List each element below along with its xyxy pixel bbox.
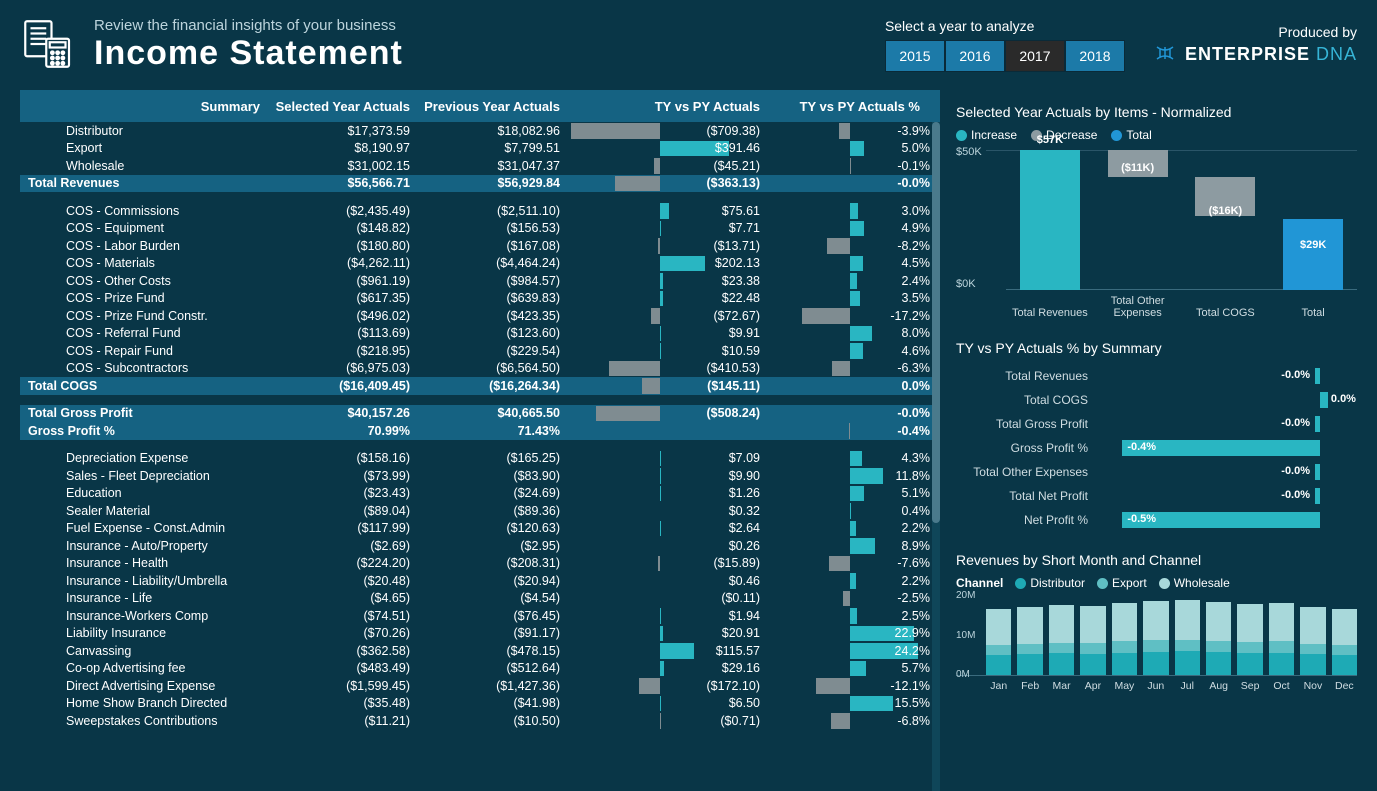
- table-row[interactable]: COS - Other Costs($961.19)($984.57)$23.3…: [20, 272, 940, 290]
- stacked-bar[interactable]: [1269, 603, 1294, 675]
- stacked-bar[interactable]: [1017, 607, 1042, 675]
- table-row[interactable]: Insurance - Auto/Property($2.69)($2.95)$…: [20, 537, 940, 555]
- stacked-bar[interactable]: [1175, 600, 1200, 675]
- col-header-sya[interactable]: Selected Year Actuals: [270, 99, 420, 114]
- subtitle: Review the financial insights of your bu…: [94, 17, 403, 34]
- table-row[interactable]: COS - Subcontractors($6,975.03)($6,564.5…: [20, 360, 940, 378]
- hbar-row[interactable]: Total Gross Profit-0.0%: [956, 412, 1357, 436]
- report-icon: [20, 16, 76, 75]
- table-row[interactable]: COS - Repair Fund($218.95)($229.54)$10.5…: [20, 342, 940, 360]
- stacked-bar[interactable]: [986, 609, 1011, 675]
- table-header-row: Summary Selected Year Actuals Previous Y…: [20, 90, 940, 122]
- header: Review the financial insights of your bu…: [0, 0, 1377, 90]
- table-row[interactable]: COS - Referral Fund($113.69)($123.60)$9.…: [20, 325, 940, 343]
- stacked-bar[interactable]: [1080, 606, 1105, 675]
- brand-logo: ENTERPRISE DNA: [1155, 44, 1357, 66]
- year-button-2016[interactable]: 2016: [945, 40, 1005, 72]
- hbar-row[interactable]: Total Other Expenses-0.0%: [956, 460, 1357, 484]
- table-row[interactable]: Wholesale$31,002.15$31,047.37($45.21)-0.…: [20, 157, 940, 175]
- table-row[interactable]: Distributor$17,373.59$18,082.96($709.38)…: [20, 122, 940, 140]
- hbar-title: TY vs PY Actuals % by Summary: [956, 340, 1357, 356]
- table-row[interactable]: Co-op Advertising fee($483.49)($512.64)$…: [20, 660, 940, 678]
- hbar-chart[interactable]: TY vs PY Actuals % by Summary Total Reve…: [956, 340, 1357, 532]
- waterfall-title: Selected Year Actuals by Items - Normali…: [956, 104, 1357, 120]
- table-row[interactable]: Sales - Fleet Depreciation($73.99)($83.9…: [20, 467, 940, 485]
- year-button-2017[interactable]: 2017: [1005, 40, 1065, 72]
- year-picker: Select a year to analyze 201520162017201…: [885, 18, 1125, 72]
- table-row[interactable]: Liability Insurance($70.26)($91.17)$20.9…: [20, 625, 940, 643]
- hbar-row[interactable]: Total COGS0.0%: [956, 388, 1357, 412]
- waterfall-bar[interactable]: $29KTotal: [1269, 150, 1357, 289]
- table-row[interactable]: Canvassing($362.58)($478.15)$115.5724.2%: [20, 642, 940, 660]
- waterfall-bar[interactable]: $57KTotal Revenues: [1006, 150, 1094, 289]
- stacked-legend: Channel Distributor Export Wholesale: [956, 576, 1357, 590]
- table-row[interactable]: Sweepstakes Contributions($11.21)($10.50…: [20, 712, 940, 730]
- stacked-bar[interactable]: [1237, 604, 1262, 675]
- stacked-bar[interactable]: [1143, 601, 1168, 675]
- scrollbar[interactable]: [932, 122, 940, 791]
- table-row[interactable]: Insurance-Workers Comp($74.51)($76.45)$1…: [20, 607, 940, 625]
- table-row[interactable]: COS - Labor Burden($180.80)($167.08)($13…: [20, 237, 940, 255]
- wf-tick: $50K: [956, 146, 982, 158]
- table-row[interactable]: Gross Profit %70.99%71.43%-0.4%: [20, 422, 940, 440]
- page-title: Income Statement: [94, 34, 403, 73]
- hbar-row[interactable]: Total Net Profit-0.0%: [956, 484, 1357, 508]
- waterfall-chart[interactable]: Selected Year Actuals by Items - Normali…: [956, 104, 1357, 320]
- hbar-row[interactable]: Total Revenues-0.0%: [956, 364, 1357, 388]
- year-button-2015[interactable]: 2015: [885, 40, 945, 72]
- dna-icon: [1155, 45, 1175, 66]
- col-header-summary[interactable]: Summary: [20, 99, 270, 114]
- wf-tick: $0K: [956, 278, 976, 290]
- col-header-pct[interactable]: TY vs PY Actuals %: [770, 99, 940, 114]
- hbar-row[interactable]: Gross Profit %-0.4%: [956, 436, 1357, 460]
- col-header-pya[interactable]: Previous Year Actuals: [420, 99, 570, 114]
- table-row[interactable]: Insurance - Health($224.20)($208.31)($15…: [20, 555, 940, 573]
- year-picker-label: Select a year to analyze: [885, 18, 1125, 34]
- stacked-chart[interactable]: Revenues by Short Month and Channel Chan…: [956, 552, 1357, 692]
- table-row[interactable]: COS - Materials($4,262.11)($4,464.24)$20…: [20, 255, 940, 273]
- stacked-bar[interactable]: [1332, 609, 1357, 675]
- table-row[interactable]: Fuel Expense - Const.Admin($117.99)($120…: [20, 520, 940, 538]
- produced-by-label: Produced by: [1155, 24, 1357, 40]
- year-button-2018[interactable]: 2018: [1065, 40, 1125, 72]
- stacked-bar[interactable]: [1049, 605, 1074, 675]
- table-row[interactable]: Home Show Branch Directed($35.48)($41.98…: [20, 695, 940, 713]
- table-row[interactable]: COS - Commissions($2,435.49)($2,511.10)$…: [20, 202, 940, 220]
- table-row[interactable]: Depreciation Expense($158.16)($165.25)$7…: [20, 450, 940, 468]
- table-row[interactable]: Direct Advertising Expense($1,599.45)($1…: [20, 677, 940, 695]
- table-row[interactable]: Export$8,190.97$7,799.51$391.465.0%: [20, 140, 940, 158]
- table-row[interactable]: Education($23.43)($24.69)$1.265.1%: [20, 485, 940, 503]
- income-statement-table: Summary Selected Year Actuals Previous Y…: [20, 90, 940, 791]
- stacked-bar[interactable]: [1300, 607, 1325, 675]
- table-row[interactable]: Insurance - Life($4.65)($4.54)($0.11)-2.…: [20, 590, 940, 608]
- col-header-diff[interactable]: TY vs PY Actuals: [570, 99, 770, 114]
- scrollbar-thumb[interactable]: [932, 122, 940, 523]
- table-row[interactable]: Total COGS($16,409.45)($16,264.34)($145.…: [20, 377, 940, 395]
- table-row[interactable]: COS - Prize Fund($617.35)($639.83)$22.48…: [20, 290, 940, 308]
- stacked-title: Revenues by Short Month and Channel: [956, 552, 1357, 568]
- hbar-row[interactable]: Net Profit %-0.5%: [956, 508, 1357, 532]
- waterfall-legend: Increase Decrease Total: [956, 128, 1357, 142]
- table-row[interactable]: COS - Equipment($148.82)($156.53)$7.714.…: [20, 220, 940, 238]
- table-row[interactable]: COS - Prize Fund Constr.($496.02)($423.3…: [20, 307, 940, 325]
- stacked-bar[interactable]: [1112, 603, 1137, 675]
- table-row[interactable]: Total Gross Profit$40,157.26$40,665.50($…: [20, 405, 940, 423]
- table-row[interactable]: Total Revenues$56,566.71$56,929.84($363.…: [20, 175, 940, 193]
- table-row[interactable]: Insurance - Liability/Umbrella($20.48)($…: [20, 572, 940, 590]
- waterfall-bar[interactable]: ($16K)Total COGS: [1182, 150, 1270, 289]
- waterfall-bar[interactable]: ($11K)Total Other Expenses: [1094, 150, 1182, 289]
- table-row[interactable]: Sealer Material($89.04)($89.36)$0.320.4%: [20, 502, 940, 520]
- stacked-bar[interactable]: [1206, 602, 1231, 675]
